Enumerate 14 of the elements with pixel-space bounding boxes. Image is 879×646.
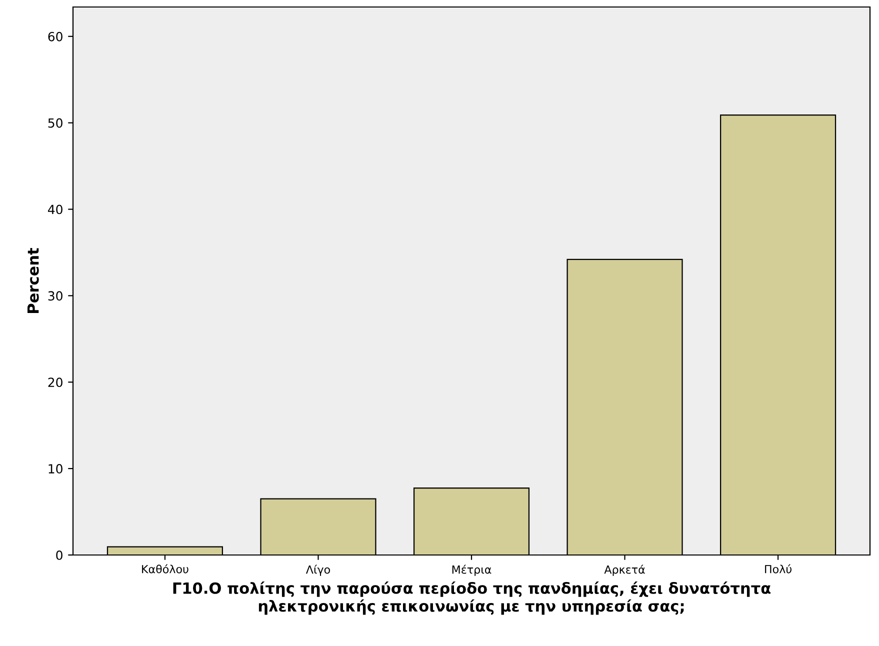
x-tick-label: Μέτρια — [452, 564, 492, 576]
x-axis-title: Γ10.Ο πολίτης την παρούσα περίοδο της πανδημίας, έχει δυνατότητα ηλεκτρονικής επικοινωνίας με την υπηρεσία σας; — [173, 581, 770, 615]
y-tick-label: 40 — [48, 204, 62, 214]
y-tick-label: 30 — [48, 291, 62, 301]
y-tick-label: 20 — [48, 378, 62, 388]
y-tick-label: 10 — [48, 464, 62, 474]
y-tick-label: 0 — [56, 550, 62, 560]
x-tick-label: Πολύ — [765, 564, 792, 574]
y-tick-label: 60 — [48, 32, 62, 42]
x-tick-label: Αρκετά — [604, 564, 645, 576]
y-axis-title: Percent — [28, 248, 39, 313]
x-tick-label: Καθόλου — [142, 564, 188, 574]
x-tick-label: Λίγο — [306, 564, 330, 576]
y-tick-label: 50 — [48, 118, 62, 128]
